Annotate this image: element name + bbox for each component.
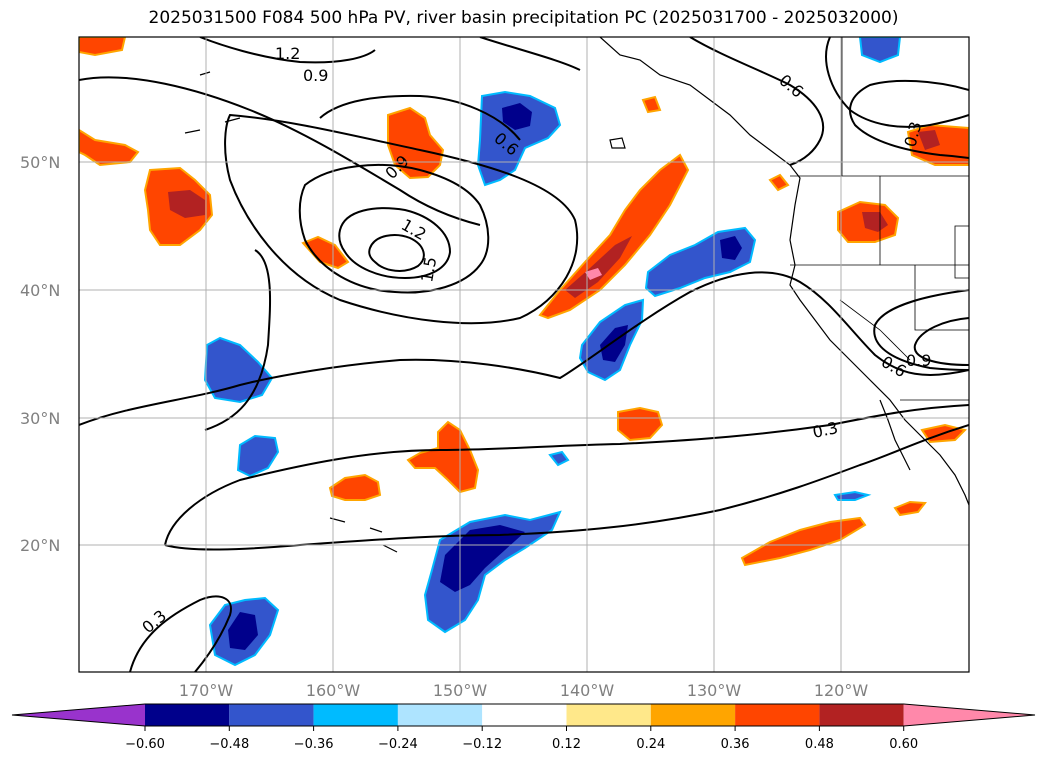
precip-strong-negative-area bbox=[502, 103, 532, 130]
precip-negative-area bbox=[203, 336, 274, 404]
map-frame bbox=[78, 36, 970, 673]
precip-positive-area bbox=[328, 473, 382, 501]
precip-positive-area bbox=[893, 500, 927, 517]
colorbar-segment bbox=[397, 704, 483, 726]
lon-axis-labels: 170°W 160°W 150°W 140°W 130°W 120°W bbox=[179, 681, 869, 700]
lon-label: 170°W bbox=[179, 681, 234, 700]
colorbar-segment bbox=[313, 704, 398, 726]
colorbar: −0.60 −0.48 −0.36 −0.24 −0.12 0.12 0.24 … bbox=[11, 703, 1036, 752]
precip-strong-positive-area bbox=[168, 190, 205, 218]
lat-label: 50°N bbox=[20, 153, 60, 172]
lon-label: 120°W bbox=[814, 681, 869, 700]
precip-strong-positive-area bbox=[565, 236, 632, 298]
gridline-layer bbox=[79, 37, 969, 672]
contour-label: 1.5 bbox=[417, 255, 440, 283]
colorbar-right-arrow bbox=[903, 704, 1035, 726]
lat-label: 30°N bbox=[20, 409, 60, 428]
contour-label: 1.2 bbox=[275, 44, 300, 63]
precip-strong-positive-area bbox=[918, 130, 940, 150]
colorbar-tick-label: −0.48 bbox=[209, 737, 249, 752]
precip-positive-area bbox=[79, 37, 127, 57]
colorbar-tick-label: 0.24 bbox=[636, 737, 665, 752]
colorbar-left-arrow bbox=[12, 704, 145, 726]
pv-contour-layer bbox=[79, 37, 969, 672]
contour-label: 0.3 bbox=[811, 418, 840, 442]
precip-strong-negative-area bbox=[228, 612, 258, 650]
precip-strong-negative-area bbox=[440, 525, 525, 592]
precip-strong-negative-area bbox=[600, 325, 628, 362]
precip-positive-area bbox=[387, 106, 445, 180]
lat-label: 20°N bbox=[20, 536, 60, 555]
lon-label: 150°W bbox=[433, 681, 488, 700]
chart-title: 2025031500 F084 500 hPa PV, river basin … bbox=[148, 8, 899, 28]
colorbar-ticks bbox=[144, 726, 905, 731]
lon-label: 160°W bbox=[306, 681, 361, 700]
colorbar-segment bbox=[482, 704, 567, 726]
colorbar-tick-label: 0.36 bbox=[721, 737, 750, 752]
colorbar-tick-label: −0.36 bbox=[294, 737, 334, 752]
colorbar-tick-label: −0.60 bbox=[125, 737, 165, 752]
precip-positive-area bbox=[768, 173, 790, 192]
precip-positive-area bbox=[641, 95, 662, 114]
colorbar-tick-label: −0.12 bbox=[462, 737, 502, 752]
precip-negative-area bbox=[548, 450, 570, 467]
lat-label: 40°N bbox=[20, 281, 60, 300]
colorbar-segment bbox=[229, 704, 314, 726]
precip-positive-area bbox=[740, 516, 867, 567]
precip-negative-area bbox=[833, 490, 872, 501]
border-layer bbox=[790, 37, 969, 401]
contour-label: 0.9 bbox=[906, 351, 931, 370]
lat-axis-labels: 20°N 30°N 40°N 50°N bbox=[20, 153, 60, 555]
lon-label: 140°W bbox=[560, 681, 615, 700]
precip-negative-area bbox=[858, 37, 902, 64]
colorbar-segment bbox=[819, 704, 904, 726]
colorbar-segment bbox=[650, 704, 736, 726]
precip-strong-negative-area bbox=[720, 236, 742, 260]
precip-positive-area bbox=[617, 406, 664, 442]
contour-label: 0.9 bbox=[303, 66, 328, 85]
colorbar-segment bbox=[566, 704, 651, 726]
lon-label: 130°W bbox=[687, 681, 742, 700]
precip-negative-area bbox=[236, 434, 280, 478]
colorbar-segment bbox=[735, 704, 820, 726]
colorbar-tick-label: 0.12 bbox=[552, 737, 581, 752]
colorbar-tick-label: 0.60 bbox=[889, 737, 918, 752]
precip-max-area bbox=[585, 268, 602, 280]
precip-strong-positive-area bbox=[862, 212, 888, 232]
colorbar-tick-label: −0.24 bbox=[378, 737, 418, 752]
colorbar-tick-label: 0.48 bbox=[805, 737, 834, 752]
colorbar-segment bbox=[145, 704, 230, 726]
